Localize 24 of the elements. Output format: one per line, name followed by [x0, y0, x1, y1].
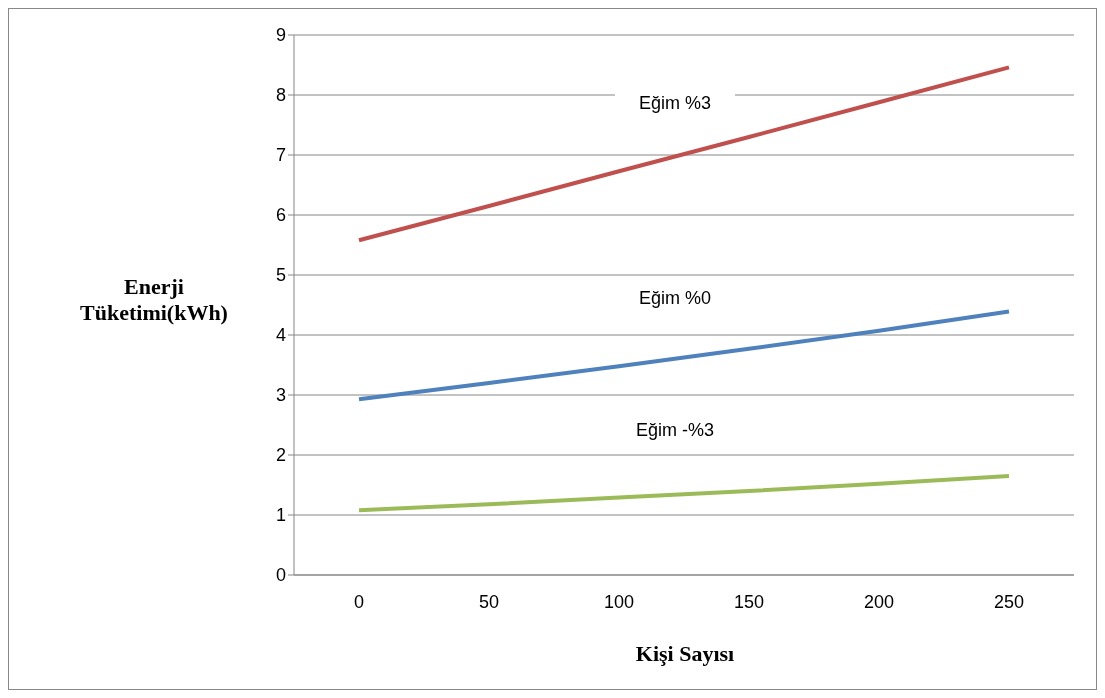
text: Eğim -%3 [635, 419, 715, 440]
y-tick-label: 6 [275, 205, 286, 226]
x-tick-label: 150 [733, 591, 765, 612]
y-tick-label: 4 [275, 325, 286, 346]
y-tick-label: 3 [275, 385, 286, 406]
line-series [357, 474, 1011, 513]
x-tick-label: 50 [478, 591, 500, 612]
x-axis-title: Kişi Sayısı [634, 641, 736, 667]
x-tick-label: 250 [993, 591, 1025, 612]
x-tick-label: 0 [353, 591, 365, 612]
y-tick-label: 9 [275, 25, 286, 46]
y-tick-label: 8 [275, 85, 286, 106]
y-tick-label: 2 [275, 445, 286, 466]
y-tick-label: 1 [275, 505, 286, 526]
series-label: Eğim %3 [638, 93, 712, 114]
y-tick-label: 7 [275, 145, 286, 166]
line-series [357, 65, 1011, 243]
x-tick-label: 100 [603, 591, 635, 612]
y-axis-title: Enerji Tüketimi(kWh) [79, 274, 229, 326]
text: Eğim %0 [638, 288, 712, 309]
y-tick-label: 0 [275, 565, 286, 586]
y-tick-label: 5 [275, 265, 286, 286]
x-tick-label: 200 [863, 591, 895, 612]
line-series [357, 309, 1011, 402]
